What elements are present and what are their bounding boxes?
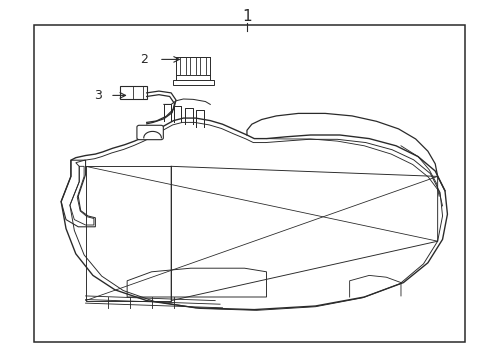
Bar [120, 86, 146, 99]
Text: 3: 3 [94, 89, 102, 102]
Bar [34, 25, 464, 342]
Bar [200, 57, 205, 75]
Text: 2: 2 [140, 53, 148, 66]
Bar [176, 75, 210, 81]
FancyBboxPatch shape [137, 125, 163, 140]
Bar [180, 57, 186, 75]
Text: 1: 1 [242, 9, 251, 24]
Bar [190, 57, 196, 75]
Bar [172, 80, 213, 85]
